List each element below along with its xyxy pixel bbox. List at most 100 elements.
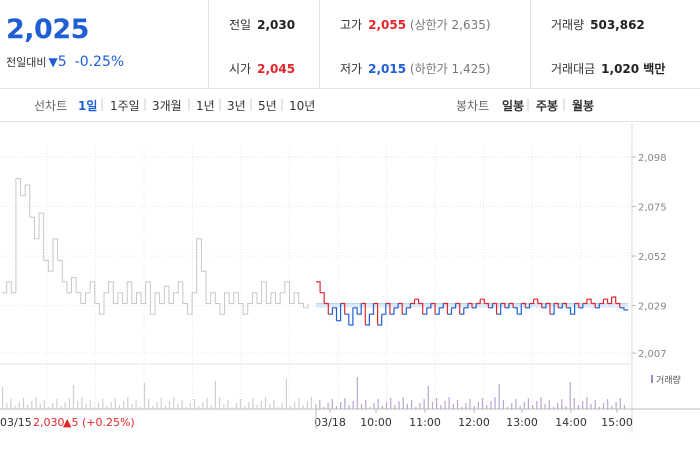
today-price-segment <box>467 302 473 308</box>
volume-bar <box>114 398 116 409</box>
volume-bar <box>411 400 413 409</box>
volume-bar <box>173 397 175 409</box>
volume-value: 503,862 <box>590 18 645 32</box>
volume-bar <box>277 407 279 409</box>
volume-bar <box>6 403 8 409</box>
today-price-segment <box>578 303 584 309</box>
tab-daily[interactable]: 일봉 <box>502 99 525 113</box>
volume-bar <box>244 406 246 409</box>
volume-bar <box>252 398 254 409</box>
today-price-segment <box>504 303 510 309</box>
today-price-segment <box>570 303 576 315</box>
volume-bar <box>223 404 225 409</box>
today-price-segment <box>607 297 613 305</box>
volume-bar <box>118 405 121 409</box>
tab-3m[interactable]: 3개월 <box>152 99 182 113</box>
volume-bar <box>231 407 233 409</box>
today-price-segment <box>352 307 358 315</box>
volume-bar <box>461 407 463 409</box>
volume-bar <box>273 400 275 409</box>
volume-bar <box>143 383 146 409</box>
today-price-segment <box>558 303 563 309</box>
tab-monthly[interactable]: 월봉 <box>572 99 595 113</box>
tab-1w[interactable]: 1주일 <box>110 99 140 113</box>
volume-bar <box>532 405 534 409</box>
today-price-segment <box>344 313 350 325</box>
today-price-segment <box>414 298 420 304</box>
today-price-segment <box>373 302 379 325</box>
prev-session-change: ▲5 (+0.25%) <box>63 416 135 429</box>
volume-bar <box>47 407 50 409</box>
volume-bar <box>352 401 354 409</box>
today-price-segment <box>430 302 436 315</box>
today-price-segment <box>517 303 522 315</box>
volume-bar <box>77 401 79 409</box>
volume-bar <box>72 385 75 409</box>
today-price-segment <box>328 307 333 315</box>
volume-bar <box>373 403 375 409</box>
today-price-segment <box>545 302 551 315</box>
volume-bar <box>611 406 613 409</box>
y-tick-label: 2,075 <box>638 203 667 214</box>
tab-1d[interactable]: 1일 <box>78 99 98 113</box>
tab-weekly[interactable]: 주봉 <box>536 99 559 113</box>
today-price-segment <box>619 307 625 310</box>
low-price: 저가 2,015 (하한가 1,425) <box>340 60 491 77</box>
volume-bar <box>582 401 584 409</box>
tab-10y[interactable]: 10년 <box>289 99 316 113</box>
volume-bar <box>377 399 379 409</box>
price-chart: 2,098 2,075 2,052 2,029 2,007 거래량 03/18 10:00 11… <box>0 123 700 433</box>
volume-bar <box>623 405 625 409</box>
volume-bar <box>294 402 296 409</box>
today-price-segment <box>361 302 366 325</box>
open-label: 시가 <box>229 62 252 76</box>
tab-5y[interactable]: 5년 <box>258 99 277 113</box>
tab-3y[interactable]: 3년 <box>227 99 246 113</box>
today-price-segment <box>381 303 387 315</box>
today-price-segment <box>439 303 444 309</box>
volume-bar <box>586 397 588 409</box>
today-price-segment <box>398 302 403 315</box>
volume-label: 거래량 <box>551 18 585 32</box>
volume-bar <box>603 403 605 409</box>
prev-session-close: 2,030 <box>33 416 65 429</box>
stat-col-1: 전일 2,030 시가 2,045 <box>209 0 320 88</box>
today-price-segment <box>410 299 416 305</box>
volume-bar <box>152 406 154 409</box>
today-price-segment <box>484 302 489 308</box>
today-price-segment <box>615 302 621 308</box>
today-price-segment <box>574 302 580 308</box>
today-price-segment <box>389 307 395 315</box>
today-price-segment <box>365 314 370 326</box>
volume-bar <box>365 400 367 409</box>
y-tick-label: 2,007 <box>638 349 667 360</box>
volume-bar <box>43 400 45 409</box>
tab-divider: | <box>562 97 567 111</box>
volume-bar <box>615 402 617 409</box>
today-price-segment <box>406 303 411 309</box>
volume-bar <box>181 400 183 409</box>
volume-bar <box>540 397 542 409</box>
volume-bar <box>498 384 500 409</box>
volume-bar <box>327 403 329 409</box>
volume-bar <box>52 403 54 409</box>
today-price-segment <box>451 303 457 309</box>
volume-bar <box>348 405 350 409</box>
volume-bar <box>469 399 471 409</box>
volume-bar <box>31 401 33 409</box>
volume-bar <box>511 403 513 409</box>
trade-value-label: 거래대금 <box>551 62 596 76</box>
volume-bar <box>507 407 509 409</box>
volume-bar <box>431 402 434 409</box>
tab-1y[interactable]: 1년 <box>196 99 215 113</box>
volume-bar <box>356 377 358 409</box>
volume-bar <box>390 398 392 409</box>
high-label: 고가 <box>340 18 363 32</box>
volume-bar <box>156 402 158 409</box>
volume-bar <box>331 399 333 409</box>
volume-bar <box>110 402 112 409</box>
volume-bar <box>385 402 388 409</box>
volume-bar <box>481 398 484 409</box>
volume-bar <box>10 399 12 409</box>
volume-bar <box>402 397 404 409</box>
